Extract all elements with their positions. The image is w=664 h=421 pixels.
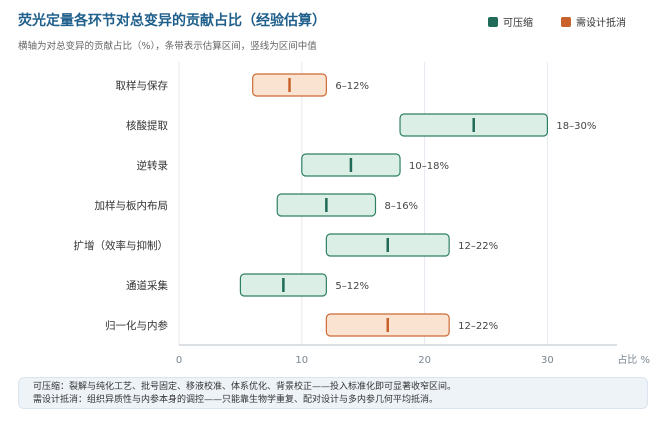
x-tick-label-30: 30 bbox=[541, 355, 554, 366]
x-axis-label: 占比 % bbox=[617, 353, 650, 366]
legend-item-compressible: 可压缩 bbox=[488, 14, 533, 29]
x-tick-label-20: 20 bbox=[418, 355, 431, 366]
range-label-2: 10–18% bbox=[409, 161, 449, 172]
x-tick-label-10: 10 bbox=[295, 355, 308, 366]
chart-subtitle: 横轴为对总变异的贡献占比（%），条带表示估算区间，竖线为区间中值 bbox=[18, 41, 317, 52]
legend: 可压缩 需设计抵消 bbox=[488, 14, 626, 29]
legend-swatch-offset bbox=[561, 16, 571, 27]
footnote-compressible: 可压缩：裂解与纯化工艺、批号固定、移液校准、体系优化、背景校正——投入标准化即可… bbox=[33, 382, 457, 392]
chart-header: 荧光定量各环节对总变异的贡献占比（经验估算） 可压缩 需设计抵消 bbox=[18, 10, 648, 34]
x-tick-label-0: 0 bbox=[176, 355, 182, 366]
legend-label-offset: 需设计抵消 bbox=[576, 18, 626, 29]
footnote-offset: 需设计抵消：组织异质性与内参本身的调控——只能靠生物学重复、配对设计与多内参几何… bbox=[33, 395, 439, 405]
legend-item-offset: 需设计抵消 bbox=[561, 14, 626, 29]
range-label-3: 8–16% bbox=[384, 201, 418, 212]
range-label-1: 18–30% bbox=[556, 121, 596, 132]
range-label-0: 6–12% bbox=[335, 81, 369, 92]
range-label-5: 5–12% bbox=[335, 281, 369, 292]
legend-label-compressible: 可压缩 bbox=[503, 18, 533, 29]
range-label-4: 12–22% bbox=[458, 241, 498, 252]
category-label-6: 归一化与内参 bbox=[105, 319, 168, 332]
category-label-0: 取样与保存 bbox=[116, 79, 169, 92]
range-label-6: 12–22% bbox=[458, 321, 498, 332]
category-label-1: 核酸提取 bbox=[126, 119, 168, 132]
legend-swatch-compressible bbox=[488, 16, 498, 27]
category-label-3: 加样与板内布局 bbox=[95, 199, 169, 212]
category-label-4: 扩增（效率与抑制） bbox=[74, 239, 169, 252]
footnote-box: 可压缩：裂解与纯化工艺、批号固定、移液校准、体系优化、背景校正——投入标准化即可… bbox=[18, 377, 648, 409]
category-label-2: 逆转录 bbox=[137, 159, 169, 172]
chart-title: 荧光定量各环节对总变异的贡献占比（经验估算） bbox=[18, 13, 326, 29]
range-bar-chart: 0 10 20 30 占比 % 取样与保存 6–12% 核酸提取 18–30% 逆转录 10–18%… bbox=[74, 62, 650, 366]
category-label-5: 通道采集 bbox=[126, 279, 168, 292]
